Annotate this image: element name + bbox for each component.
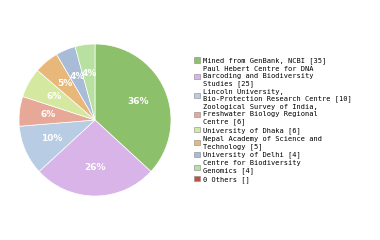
Text: 5%: 5% (57, 79, 73, 88)
Wedge shape (23, 70, 95, 120)
Wedge shape (37, 54, 95, 120)
Text: 36%: 36% (127, 96, 149, 106)
Text: 6%: 6% (41, 110, 56, 119)
Text: 10%: 10% (41, 134, 63, 144)
Text: 4%: 4% (81, 69, 97, 78)
Text: 6%: 6% (46, 92, 62, 101)
Wedge shape (19, 96, 95, 126)
Wedge shape (19, 120, 95, 171)
Wedge shape (39, 120, 151, 196)
Text: 4%: 4% (69, 72, 84, 81)
Wedge shape (95, 44, 171, 171)
Wedge shape (75, 44, 95, 120)
Legend: Mined from GenBank, NCBI [35], Paul Hebert Centre for DNA
Barcoding and Biodiver: Mined from GenBank, NCBI [35], Paul Hebe… (193, 56, 352, 184)
Wedge shape (57, 47, 95, 120)
Text: 26%: 26% (84, 163, 106, 172)
